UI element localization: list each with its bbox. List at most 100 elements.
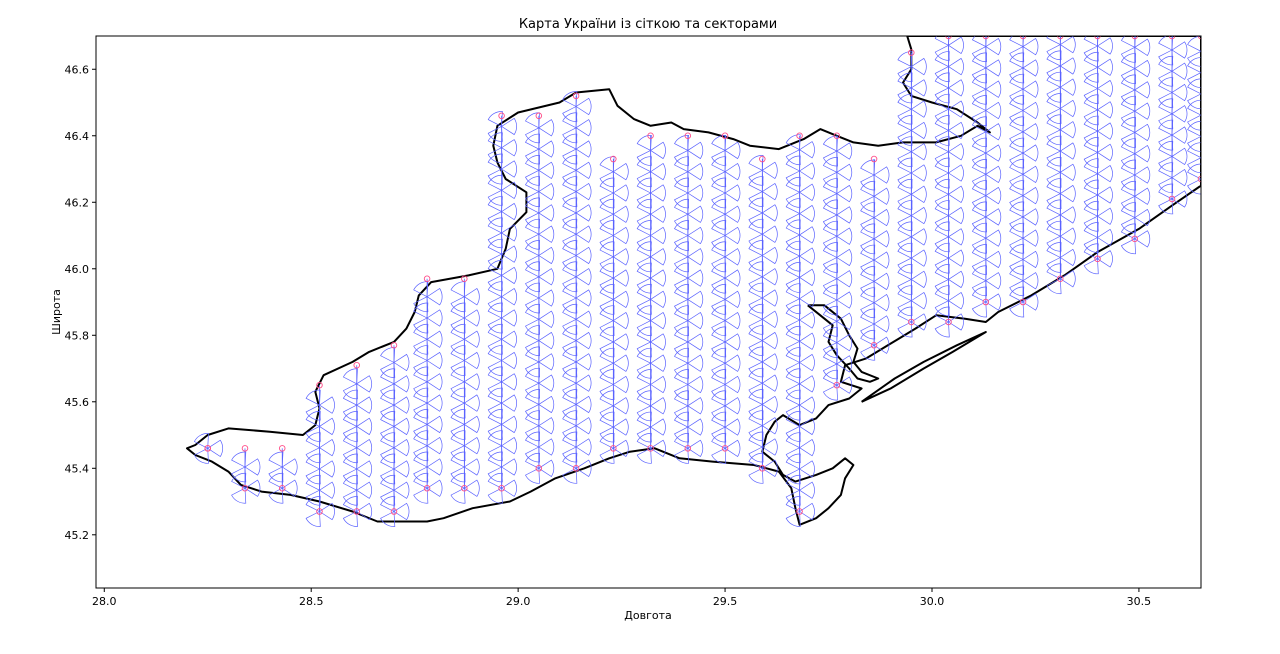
sector-mark (1046, 129, 1062, 146)
sector-mark (897, 115, 913, 131)
sector-mark (897, 200, 913, 217)
sector-mark (897, 108, 913, 125)
sector-mark (380, 468, 396, 485)
sector-mark (687, 439, 704, 457)
sector-mark (305, 496, 321, 513)
sector-mark (562, 133, 578, 150)
sector-mark (897, 157, 913, 174)
sector-mark (612, 418, 629, 436)
grid-node-circle (610, 155, 617, 163)
sector-mark (599, 192, 615, 209)
sector-mark (612, 248, 629, 266)
sector-mark (1096, 165, 1113, 183)
sector-mark (910, 57, 927, 76)
sector-mark (674, 149, 689, 166)
sector-mark (785, 319, 801, 336)
sector-mark (380, 361, 396, 378)
sector-mark (426, 415, 443, 434)
sector-mark (342, 510, 358, 527)
sector-mark (636, 369, 652, 386)
sector-mark (1120, 153, 1136, 170)
sector-mark (500, 309, 517, 327)
sector-mark (538, 119, 555, 137)
sector-mark (487, 430, 503, 447)
sector-mark (575, 417, 592, 435)
sector-mark (687, 375, 704, 394)
sector-mark (636, 220, 652, 237)
sector-mark (748, 276, 764, 293)
sector-mark (487, 132, 503, 149)
sector-mark (575, 119, 592, 137)
sector-mark (562, 197, 578, 214)
sector-mark (822, 171, 838, 188)
sector-mark (1059, 248, 1076, 267)
sector-mark (748, 361, 764, 378)
sector-mark (380, 389, 396, 406)
sector-mark (380, 425, 396, 442)
sector-mark (785, 170, 801, 187)
sector-mark (711, 198, 727, 215)
sector-mark (748, 446, 764, 463)
sector-mark (897, 236, 913, 253)
sector-mark (798, 396, 815, 414)
sector-mark (761, 289, 778, 307)
sector-mark (599, 234, 615, 251)
sector-mark (1022, 229, 1039, 247)
sector-mark (873, 230, 890, 248)
sector-mark (599, 220, 615, 237)
sector-mark (575, 246, 592, 265)
sector-mark (674, 447, 689, 464)
sector-mark (822, 369, 838, 386)
sector-mark (525, 233, 540, 250)
sector-mark (636, 411, 652, 428)
sector-mark (985, 208, 1002, 226)
sector-mark (636, 213, 652, 230)
sector-mark (785, 255, 801, 272)
sector-mark (934, 215, 950, 231)
sector-mark (971, 244, 987, 261)
sector-mark (487, 211, 503, 227)
sector-mark (724, 354, 741, 372)
sector-mark (599, 277, 615, 294)
sector-mark (748, 218, 764, 235)
sector-mark (525, 112, 540, 129)
sector-mark (1158, 91, 1174, 108)
sector-mark (724, 290, 741, 308)
sector-mark (599, 426, 615, 443)
sector-mark (1083, 137, 1099, 153)
sector-mark (538, 459, 555, 477)
sector-mark (910, 79, 927, 97)
sector-mark (785, 234, 801, 251)
sector-mark (761, 331, 778, 350)
sector-mark (1187, 157, 1201, 174)
sector-mark (1046, 235, 1062, 252)
sector-mark (934, 306, 950, 323)
sector-mark (798, 311, 815, 329)
sector-mark (356, 481, 373, 499)
sector-mark (748, 155, 764, 171)
sector-mark (268, 487, 284, 504)
sector-mark (356, 502, 373, 521)
sector-mark (413, 387, 429, 404)
sector-mark (910, 121, 927, 140)
sector-mark (934, 172, 950, 189)
sector-mark (525, 127, 540, 144)
sector-mark (1096, 37, 1113, 55)
sector-mark (426, 351, 443, 370)
sector-mark (636, 405, 652, 422)
sector-mark (1022, 293, 1039, 311)
sector-mark (822, 384, 838, 401)
sector-mark (971, 195, 987, 211)
sector-mark (1059, 121, 1076, 139)
sector-mark (785, 361, 801, 378)
grid-node-circle (278, 484, 286, 492)
sector-mark (785, 411, 801, 427)
sector-mark (985, 59, 1002, 77)
sector-mark (1022, 59, 1039, 77)
sector-mark (687, 354, 704, 372)
sector-mark (1200, 72, 1201, 74)
sector-mark (305, 453, 321, 470)
sector-mark (562, 112, 578, 129)
sector-mark (724, 397, 741, 415)
sector-mark (934, 151, 950, 168)
